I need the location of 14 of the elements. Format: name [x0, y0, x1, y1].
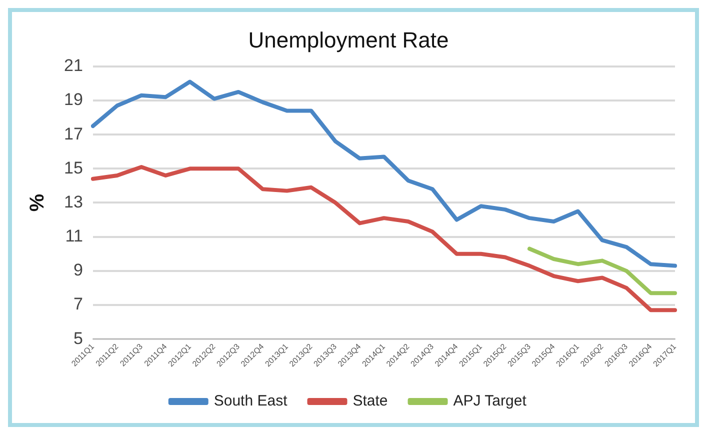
legend-label: APJ Target: [453, 392, 528, 410]
y-tick-label: 11: [65, 226, 83, 246]
legend-label: South East: [214, 392, 288, 410]
y-tick-label: 19: [64, 90, 83, 110]
y-tick-label: 15: [64, 158, 83, 178]
y-tick-label: 7: [73, 294, 83, 314]
chart-title: Unemployment Rate: [248, 27, 449, 52]
y-tick-label: 17: [64, 124, 83, 144]
y-tick-label: 13: [64, 192, 83, 212]
y-tick-label: 21: [64, 56, 83, 76]
y-tick-label: 5: [73, 328, 83, 348]
y-tick-label: 9: [73, 260, 83, 280]
legend-label: State: [352, 392, 388, 410]
y-axis-title: %: [26, 194, 49, 212]
